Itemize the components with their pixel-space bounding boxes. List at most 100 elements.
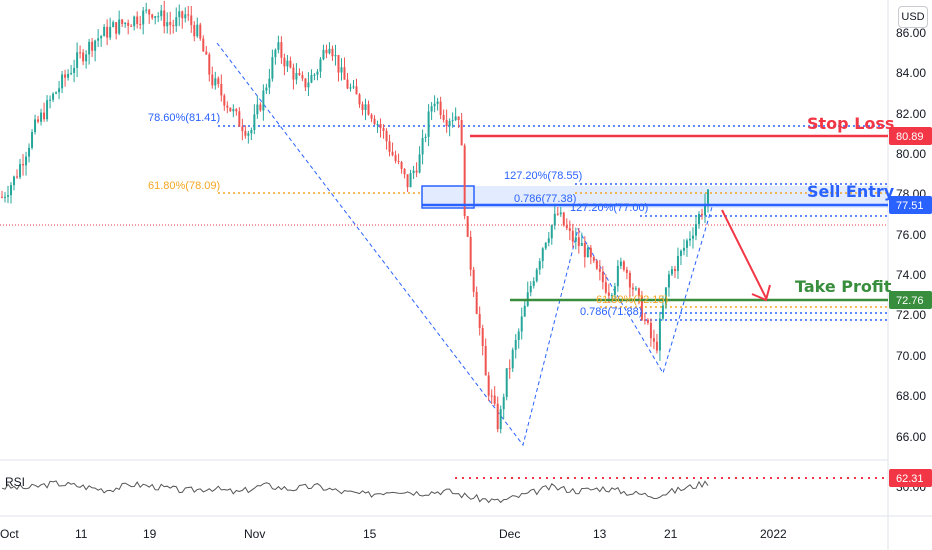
candle-body — [202, 38, 205, 52]
candle-body — [427, 111, 430, 137]
candle-body — [79, 52, 82, 54]
candle-body — [475, 291, 478, 314]
candle-body — [268, 78, 271, 88]
candle-body — [610, 295, 613, 297]
candle-body — [421, 138, 424, 155]
candle-body — [598, 268, 601, 272]
candle-body — [382, 128, 385, 131]
svg-text:77.51: 77.51 — [896, 200, 924, 212]
candle-body — [217, 78, 220, 84]
candle-body — [283, 57, 286, 67]
candle-body — [46, 100, 49, 120]
y-tick-84: 84.00 — [896, 66, 926, 80]
y-tick-72: 72.00 — [896, 308, 926, 322]
candle-body — [514, 339, 517, 350]
candle-body — [484, 345, 487, 376]
candle-body — [466, 216, 469, 237]
candle-body — [184, 14, 187, 19]
candle-body — [667, 274, 670, 288]
candle-body — [292, 67, 295, 80]
y-tick-70: 70.00 — [896, 349, 926, 363]
candle-body — [490, 395, 493, 397]
candle-body — [424, 136, 427, 139]
candle-body — [694, 224, 697, 236]
candle-body — [253, 114, 256, 131]
candle-body — [655, 341, 658, 351]
candle-body — [619, 261, 622, 266]
candle-body — [61, 74, 64, 89]
candle-body — [112, 22, 115, 28]
candle-body — [244, 131, 247, 136]
candle-body — [190, 15, 193, 26]
candle-body — [406, 174, 409, 188]
candle-body — [148, 9, 151, 15]
candle-body — [328, 48, 331, 54]
candle-body — [31, 132, 34, 148]
candle-body — [85, 54, 88, 62]
fib-label-618-b: 61.80%(72.15) — [596, 294, 668, 306]
candle-body — [73, 67, 76, 73]
candle-body — [385, 130, 388, 142]
candle-body — [310, 75, 313, 83]
candle-body — [685, 240, 688, 248]
candle-body — [682, 247, 685, 251]
candle-body — [532, 281, 535, 286]
candle-body — [37, 119, 40, 122]
candle-body — [487, 375, 490, 396]
candle-body — [265, 87, 268, 91]
candle-body — [469, 236, 472, 270]
candle-body — [394, 155, 397, 162]
candle-body — [97, 38, 100, 41]
candle-body — [262, 90, 265, 111]
candle-body — [352, 86, 355, 88]
candle-body — [301, 75, 304, 79]
candle-body — [127, 22, 130, 26]
fib-label-0786-b: 0.786(71.88) — [580, 306, 642, 318]
candle-body — [451, 120, 454, 122]
candle-body — [16, 176, 19, 178]
candle-body — [547, 238, 550, 243]
candle-body — [445, 119, 448, 127]
candle-body — [178, 11, 181, 18]
candle-body — [211, 74, 214, 86]
svg-text:80.89: 80.89 — [896, 131, 924, 143]
candle-body — [625, 269, 628, 273]
y-tick-68: 68.00 — [896, 389, 926, 403]
currency-button[interactable]: USD — [898, 6, 928, 28]
candle-body — [136, 16, 139, 25]
candle-body — [436, 101, 439, 104]
candle-body — [121, 19, 124, 24]
candlestick-series — [1, 0, 709, 434]
candle-body — [556, 213, 559, 215]
candle-body — [67, 73, 70, 78]
candle-body — [118, 19, 121, 34]
candle-body — [562, 212, 565, 226]
candle-body — [700, 213, 703, 216]
candle-body — [70, 72, 73, 74]
y-tick-74: 74.00 — [896, 268, 926, 282]
candle-body — [13, 176, 16, 186]
candle-body — [199, 24, 202, 39]
candle-body — [7, 195, 10, 197]
candle-body — [418, 154, 421, 173]
candle-body — [271, 57, 274, 79]
candle-body — [154, 16, 157, 18]
candle-body — [640, 295, 643, 320]
y-tick-82: 82.00 — [896, 107, 926, 121]
candle-body — [460, 119, 463, 146]
candle-body — [208, 54, 211, 75]
candle-body — [634, 288, 637, 290]
candle-body — [100, 36, 103, 39]
candle-body — [340, 67, 343, 73]
candle-body — [28, 147, 31, 157]
candle-body — [322, 49, 325, 60]
candle-body — [169, 22, 172, 26]
rsi-pane: 30.00 RSI 62.31 — [1, 469, 932, 504]
candle-body — [505, 368, 508, 397]
candle-body — [58, 88, 61, 93]
y-tick-66: 66.00 — [896, 430, 926, 444]
candle-body — [613, 286, 616, 296]
x-tick-2022: 2022 — [760, 527, 787, 541]
candle-body — [439, 101, 442, 116]
